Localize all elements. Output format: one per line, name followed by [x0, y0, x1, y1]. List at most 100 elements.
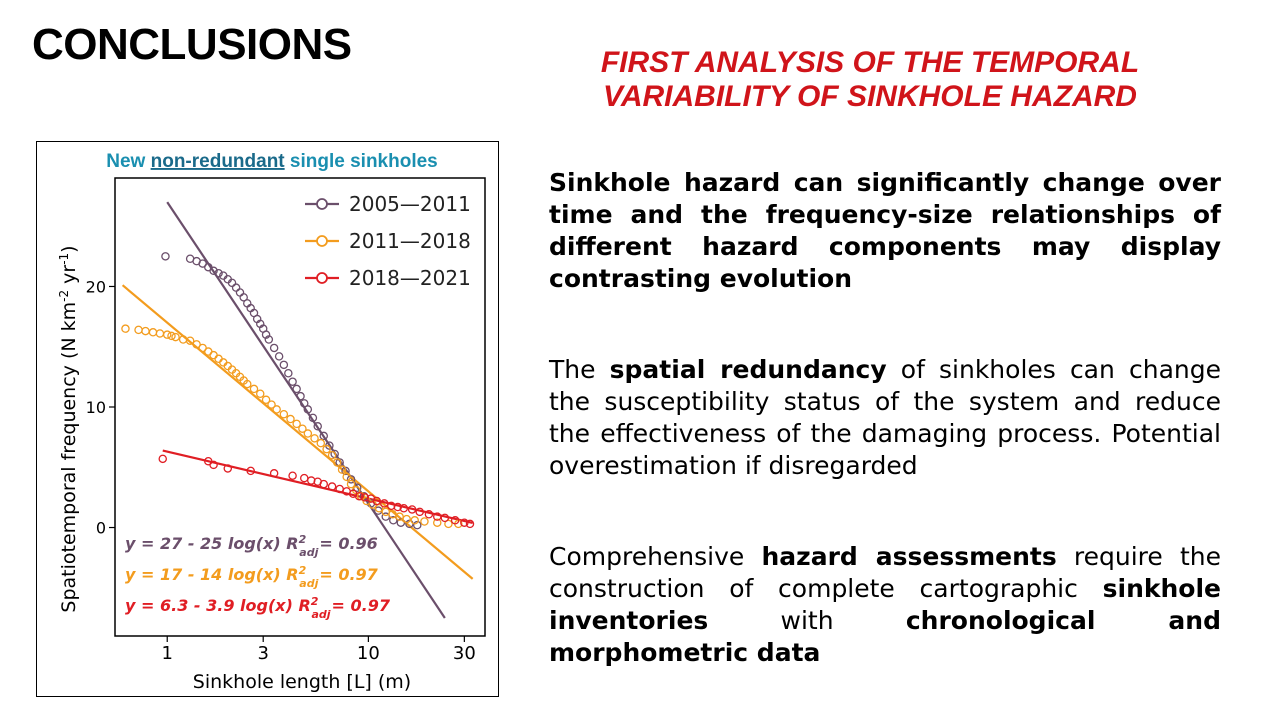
- x-axis-label: Sinkhole length [L] (m): [193, 671, 411, 693]
- data-point-series-3: [393, 502, 403, 512]
- data-point-series-2: [303, 429, 313, 438]
- fit-line-series-1: [166, 201, 446, 619]
- data-point-series-3: [372, 496, 381, 506]
- data-point-series-2: [292, 419, 301, 429]
- x-tick-label: 1: [161, 643, 172, 664]
- p2-text-a: The: [549, 355, 610, 384]
- data-point-series-1: [284, 369, 293, 378]
- data-point-series-2: [162, 330, 172, 339]
- data-point-series-3: [460, 518, 469, 527]
- data-point-series-1: [231, 283, 241, 292]
- data-point-series-2: [243, 379, 252, 389]
- x-tick-label: 30: [453, 643, 476, 664]
- subtitle-line-2: VARIABILITY OF SINKHOLE HAZARD: [603, 80, 1137, 113]
- data-point-series-1: [413, 520, 422, 530]
- data-point-series-1: [346, 475, 356, 484]
- data-point-series-2: [148, 328, 158, 337]
- data-point-series-2: [342, 472, 351, 482]
- data-point-series-2: [420, 517, 429, 526]
- x-tick-label: 3: [257, 643, 268, 664]
- conclusion-paragraph-2: The spatial redundancy of sinkholes can …: [549, 354, 1221, 482]
- p2-text-c: of sinkholes can change the susceptibili…: [549, 355, 1221, 480]
- data-point-series-2: [410, 516, 419, 525]
- data-point-series-1: [303, 405, 313, 414]
- p3-text-e: with: [708, 606, 906, 635]
- data-point-series-3: [327, 482, 337, 491]
- data-point-series-2: [322, 444, 331, 454]
- data-point-series-3: [288, 471, 297, 480]
- data-point-series-2: [185, 336, 195, 345]
- data-point-series-1: [335, 458, 344, 467]
- data-point-series-1: [239, 293, 248, 302]
- data-point-series-3: [319, 479, 329, 489]
- page-title: CONCLUSIONS: [32, 20, 352, 69]
- data-point-series-2: [346, 479, 356, 489]
- data-point-series-2: [155, 329, 165, 338]
- p3-bold-chronological-data: chronological and morphometric data: [549, 606, 1221, 667]
- conclusion-paragraph-3: Comprehensive hazard assessments require…: [549, 541, 1221, 669]
- data-point-series-3: [399, 503, 409, 513]
- data-point-series-3: [360, 493, 370, 502]
- data-point-series-1: [308, 413, 318, 423]
- data-point-series-1: [279, 360, 289, 370]
- data-point-series-3: [269, 469, 279, 478]
- fit-equation-series-1: y = 27 - 25 log(x) R2 adj= 0.96: [125, 533, 378, 559]
- legend-marker-series-1: [316, 198, 328, 210]
- fit-line-series-2: [121, 284, 474, 580]
- data-point-series-2: [272, 405, 281, 414]
- data-point-series-3: [158, 454, 167, 464]
- data-point-series-3: [424, 510, 434, 519]
- y-tick-label: 0: [96, 519, 106, 538]
- data-point-series-2: [171, 332, 180, 342]
- data-point-series-2: [134, 325, 143, 335]
- data-point-series-2: [332, 458, 342, 467]
- conclusion-paragraph-1: Sinkhole hazard can significantly change…: [549, 168, 1221, 293]
- data-point-series-2: [433, 518, 442, 527]
- data-point-series-1: [389, 516, 398, 525]
- data-point-series-3: [223, 464, 233, 473]
- section-subtitle: FIRST ANALYSIS OF THE TEMPORAL VARIABILI…: [540, 46, 1200, 114]
- data-point-series-1: [235, 288, 245, 297]
- data-point-series-2: [192, 340, 201, 349]
- data-point-series-1: [274, 352, 284, 361]
- data-point-series-1: [296, 391, 305, 401]
- p3-text-a: Comprehensive: [549, 542, 762, 571]
- chart-title: New non-redundant single sinkholes: [106, 151, 438, 172]
- data-point-series-2: [316, 438, 326, 448]
- data-point-series-2: [327, 450, 337, 460]
- data-point-series-2: [261, 395, 271, 405]
- data-point-series-2: [381, 507, 390, 517]
- data-point-series-2: [374, 503, 384, 513]
- data-point-series-1: [161, 252, 170, 261]
- p3-bold-sinkhole-inventories: sinkhole inventories: [549, 574, 1221, 635]
- data-point-series-3: [465, 519, 475, 529]
- fit-line-series-3: [162, 449, 473, 525]
- data-point-series-1: [292, 384, 301, 394]
- legend-label-series-2: 2011—2018: [349, 229, 471, 253]
- data-point-series-2: [167, 331, 176, 341]
- p3-bold-hazard-assessments: hazard assessments: [761, 542, 1057, 571]
- data-point-series-3: [209, 460, 218, 470]
- data-point-series-1: [313, 422, 322, 431]
- data-point-series-2: [255, 389, 265, 398]
- data-point-series-2: [444, 519, 453, 529]
- y-tick-label: 10: [86, 398, 106, 417]
- data-point-series-2: [279, 409, 289, 419]
- data-point-series-2: [298, 424, 307, 433]
- data-point-series-2: [121, 324, 130, 333]
- data-point-series-2: [337, 465, 347, 474]
- legend-marker-series-3: [316, 272, 328, 284]
- data-point-series-2: [402, 514, 411, 524]
- p3-text-c: require the construction of complete car…: [549, 542, 1221, 603]
- data-point-series-2: [286, 414, 295, 424]
- legend-label-series-3: 2018—2021: [349, 266, 471, 290]
- data-point-series-1: [261, 330, 271, 339]
- data-point-series-1: [264, 335, 274, 344]
- data-point-series-2: [209, 350, 218, 360]
- data-point-series-1: [300, 399, 309, 408]
- fit-equation-series-3: y = 6.3 - 3.9 log(x) R2 adj= 0.97: [125, 595, 391, 621]
- data-point-series-3: [246, 466, 255, 476]
- data-point-series-3: [354, 491, 364, 501]
- data-point-series-3: [450, 516, 460, 525]
- data-point-series-2: [141, 326, 150, 336]
